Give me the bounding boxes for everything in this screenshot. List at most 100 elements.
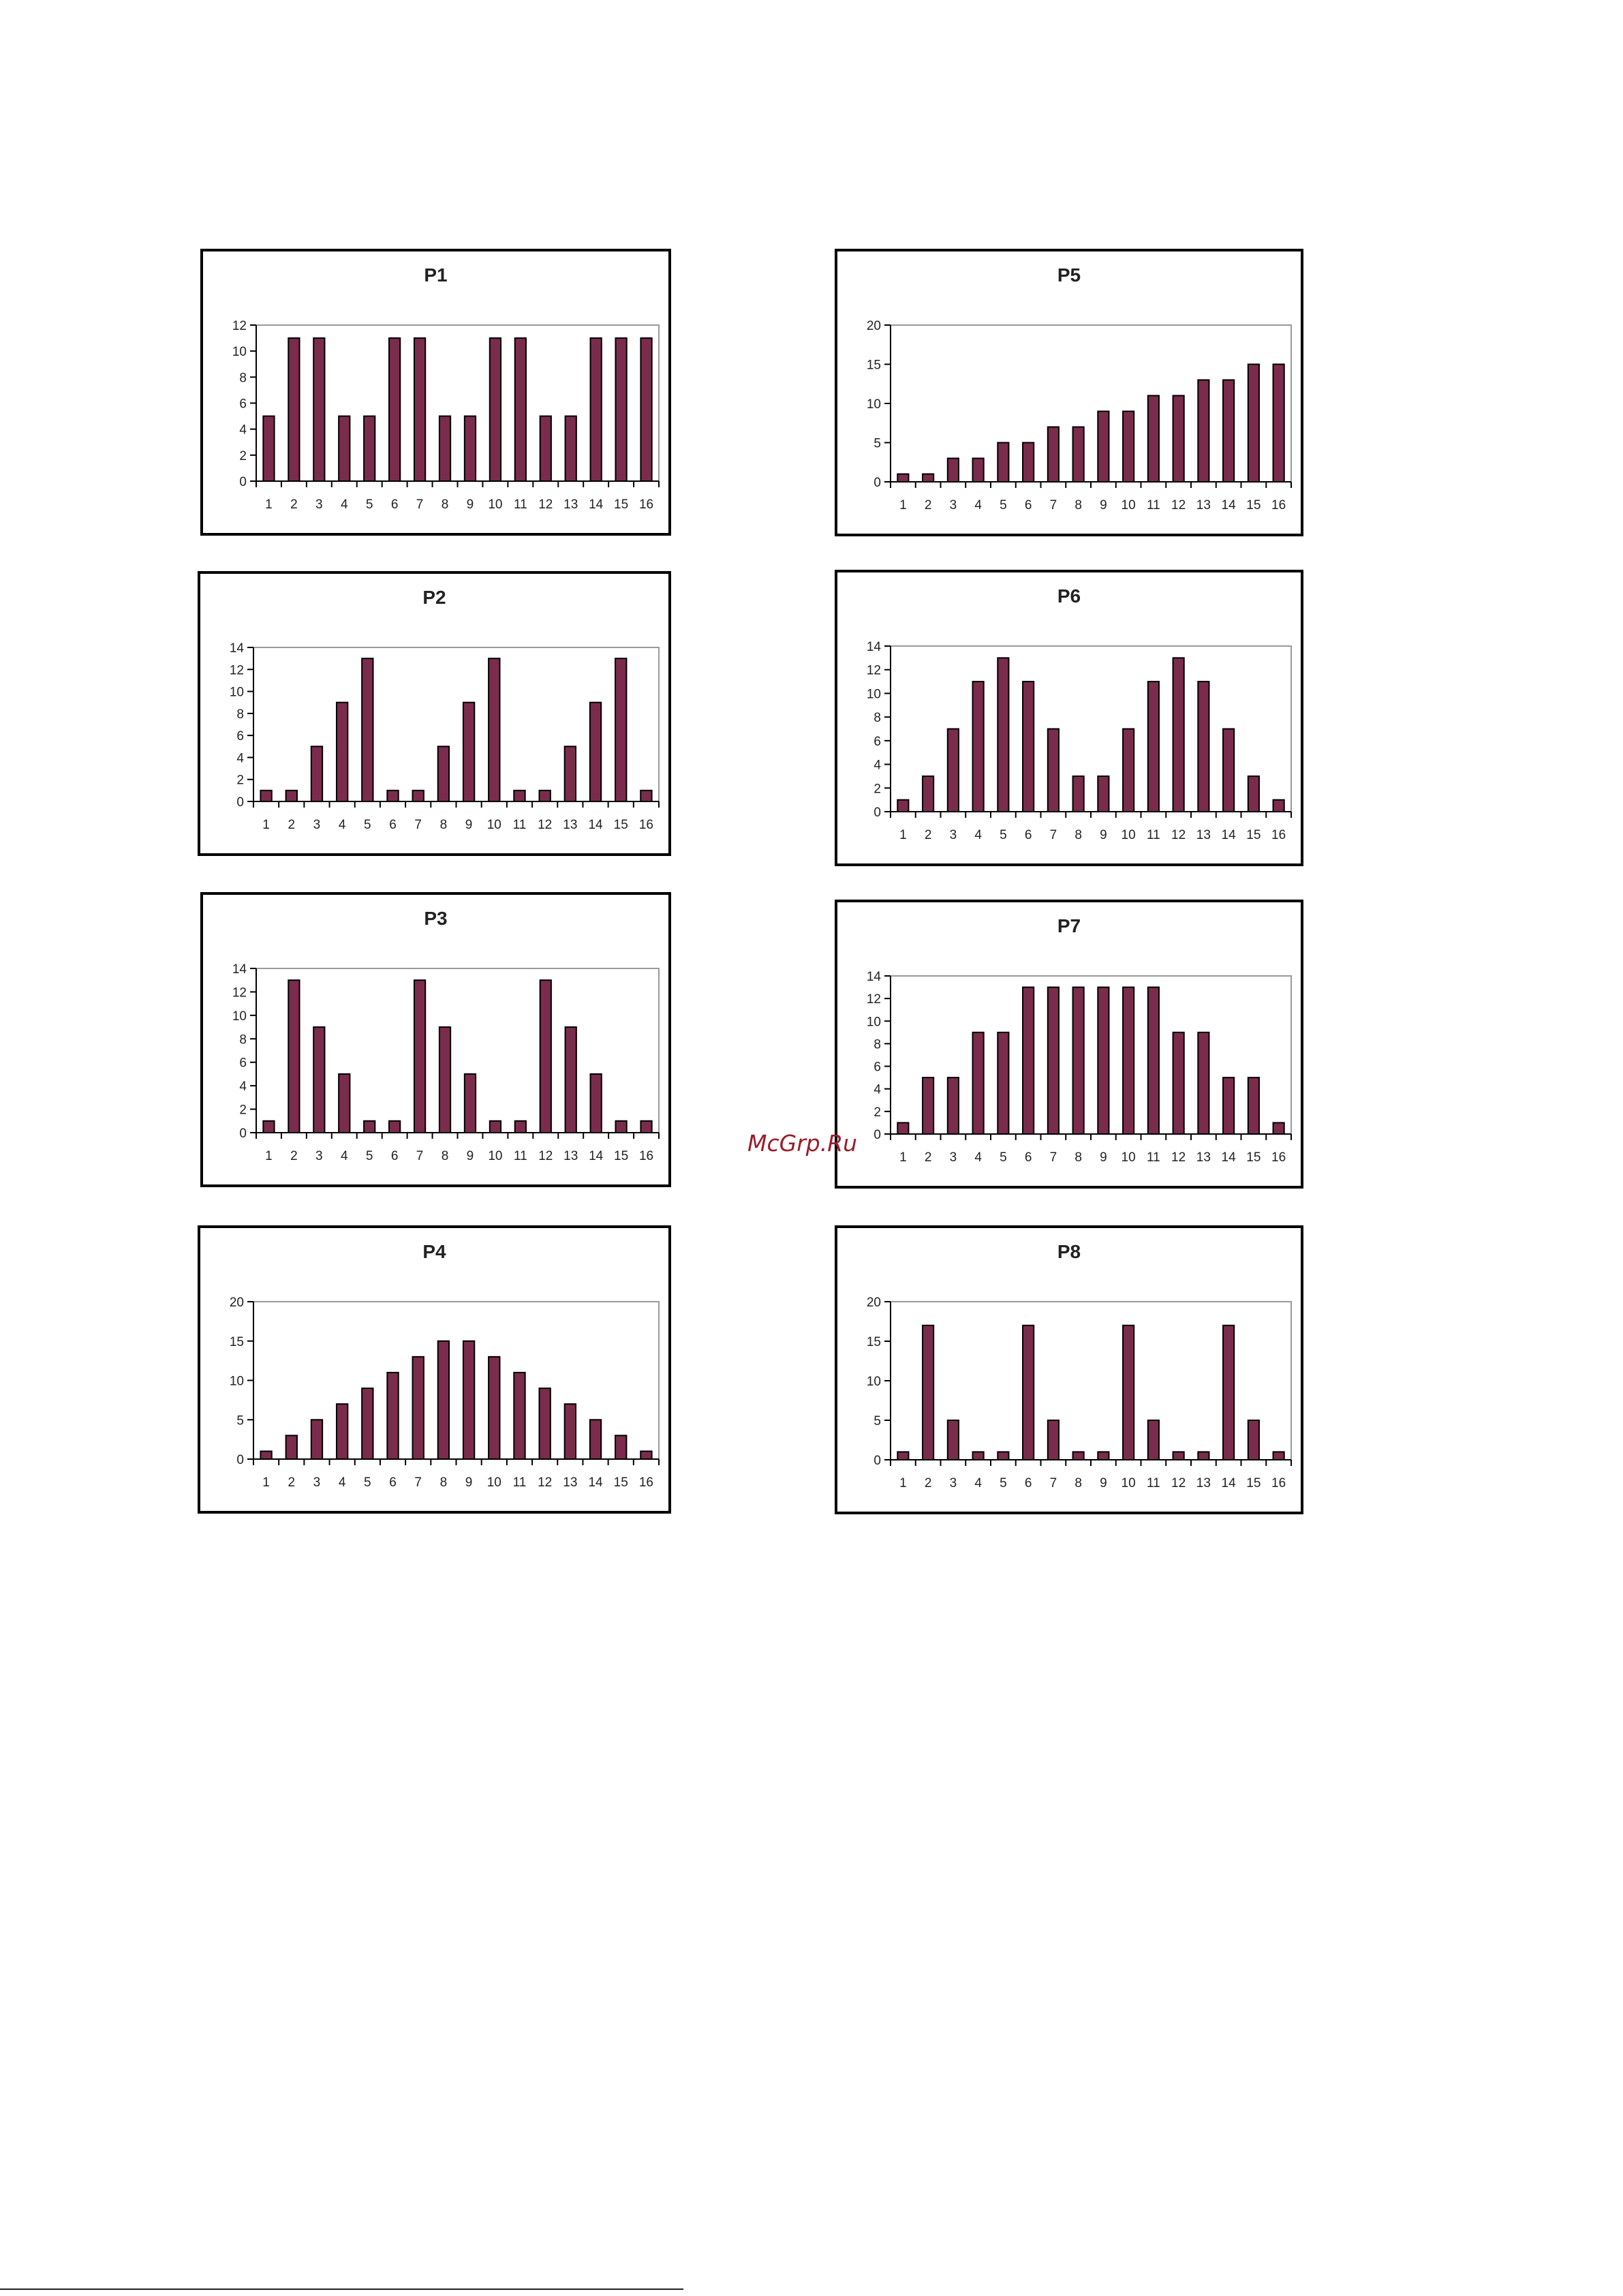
y-tick-label: 4 (239, 1080, 247, 1094)
chart-panel-7: P7 0 2 4 6 8 10 12 14 1 2 3 4 5 6 7 8 9 10 11 12 13 14 15 16 (835, 900, 1303, 1189)
bar (615, 1120, 628, 1133)
x-tick-label: 16 (1271, 828, 1286, 842)
y-tick-label: 10 (230, 1375, 244, 1389)
x-tick-label: 2 (290, 1149, 298, 1163)
x-tick-label: 7 (414, 1475, 422, 1490)
bar (513, 789, 526, 803)
bar (997, 1031, 1010, 1135)
x-tick-label: 8 (1075, 1476, 1082, 1490)
bar (1047, 1420, 1060, 1460)
x-tick-label: 14 (588, 1475, 603, 1490)
x-tick-label: 6 (1025, 1150, 1032, 1165)
bar (1272, 799, 1285, 812)
x-tick-label: 14 (1222, 1150, 1237, 1165)
bar (1022, 986, 1035, 1135)
bar (539, 415, 552, 482)
x-tick-label: 3 (313, 818, 321, 832)
x-tick-label: 4 (974, 1476, 982, 1490)
bar (640, 789, 653, 803)
bar (285, 1435, 298, 1460)
bar (922, 473, 935, 483)
x-tick-label: 5 (1000, 1150, 1007, 1165)
bar (363, 415, 376, 482)
x-tick-label: 8 (442, 498, 449, 512)
x-tick-label: 12 (538, 818, 552, 832)
x-tick-label: 9 (467, 498, 474, 512)
x-tick-label: 13 (563, 498, 578, 512)
bar (1072, 986, 1085, 1135)
bar (897, 473, 910, 483)
chart-panel-4: P4 0 5 10 15 20 1 2 3 4 5 6 7 8 9 10 11 12 13 14 15 16 (198, 1225, 671, 1514)
bar (1022, 1324, 1035, 1460)
watermark-text: McGrp.Ru (747, 1130, 858, 1157)
y-tick-label: 0 (874, 1454, 881, 1468)
x-tick-label: 11 (1147, 828, 1160, 842)
bar (538, 789, 551, 803)
x-tick-label: 14 (589, 1149, 604, 1163)
y-tick-label: 8 (239, 371, 247, 385)
bar (1172, 1451, 1185, 1460)
chart-title: P7 (1057, 915, 1081, 936)
bar (335, 1403, 349, 1460)
x-tick-label: 3 (950, 498, 957, 512)
bar (413, 337, 427, 482)
x-tick-label: 8 (1075, 828, 1082, 842)
x-tick-label: 13 (1196, 498, 1211, 512)
y-tick-label: 10 (867, 687, 881, 701)
x-tick-label: 6 (389, 1475, 397, 1490)
x-tick-label: 1 (899, 1150, 907, 1165)
x-tick-label: 7 (1050, 1476, 1057, 1490)
y-tick-label: 6 (239, 1056, 247, 1071)
bar (412, 1356, 424, 1460)
x-tick-label: 1 (265, 1149, 273, 1163)
chart-frame (835, 570, 1303, 866)
bar (946, 1420, 959, 1460)
x-tick-label: 13 (563, 1149, 578, 1163)
bar (488, 1356, 501, 1460)
x-tick-label: 11 (514, 498, 527, 512)
x-tick-label: 9 (1100, 828, 1107, 842)
bar (1122, 1324, 1135, 1460)
chart-panel-6: P6 0 2 4 6 8 10 12 14 1 2 3 4 5 6 7 8 9 10 11 12 13 14 15 16 (835, 570, 1303, 866)
bar (972, 457, 985, 483)
bar (589, 1419, 602, 1460)
bar (1197, 379, 1210, 483)
y-tick-label: 10 (867, 1375, 881, 1389)
chart-title: P3 (424, 908, 447, 929)
x-tick-label: 3 (950, 1476, 957, 1490)
bar (313, 1026, 326, 1133)
x-tick-label: 1 (899, 498, 907, 512)
y-tick-label: 15 (230, 1335, 244, 1349)
y-tick-label: 2 (236, 774, 244, 788)
x-tick-label: 13 (563, 1475, 577, 1490)
bar (1272, 1122, 1285, 1135)
chart-panel-3: P3 0 2 4 6 8 10 12 14 1 2 3 4 5 6 7 8 9 10 11 12 13 14 15 16 (200, 892, 671, 1187)
bar (1222, 1324, 1235, 1460)
x-tick-label: 14 (1222, 828, 1237, 842)
x-tick-label: 4 (974, 828, 982, 842)
x-tick-label: 11 (513, 818, 527, 832)
bar (386, 789, 399, 803)
bar (640, 337, 653, 482)
x-tick-label: 4 (974, 1150, 982, 1165)
bar (1147, 986, 1160, 1135)
bar (488, 658, 501, 802)
x-tick-label: 12 (538, 1149, 553, 1163)
bar (1272, 1451, 1285, 1460)
y-tick-label: 5 (874, 1414, 881, 1428)
y-tick-label: 20 (867, 1296, 881, 1310)
chart-panel-5: P5 0 5 10 15 20 1 2 3 4 5 6 7 8 9 10 11 12 13 14 15 16 (835, 249, 1303, 536)
x-tick-label: 2 (288, 818, 295, 832)
x-tick-label: 4 (341, 498, 348, 512)
bar (1247, 775, 1260, 812)
x-tick-label: 4 (339, 818, 346, 832)
x-tick-label: 13 (1196, 828, 1211, 842)
chart-title: P6 (1057, 585, 1081, 607)
bar (1122, 728, 1135, 812)
y-tick-label: 12 (232, 319, 247, 333)
bar (1222, 728, 1235, 812)
bar (338, 1073, 351, 1133)
x-tick-label: 1 (899, 1476, 907, 1490)
x-tick-label: 1 (262, 818, 270, 832)
